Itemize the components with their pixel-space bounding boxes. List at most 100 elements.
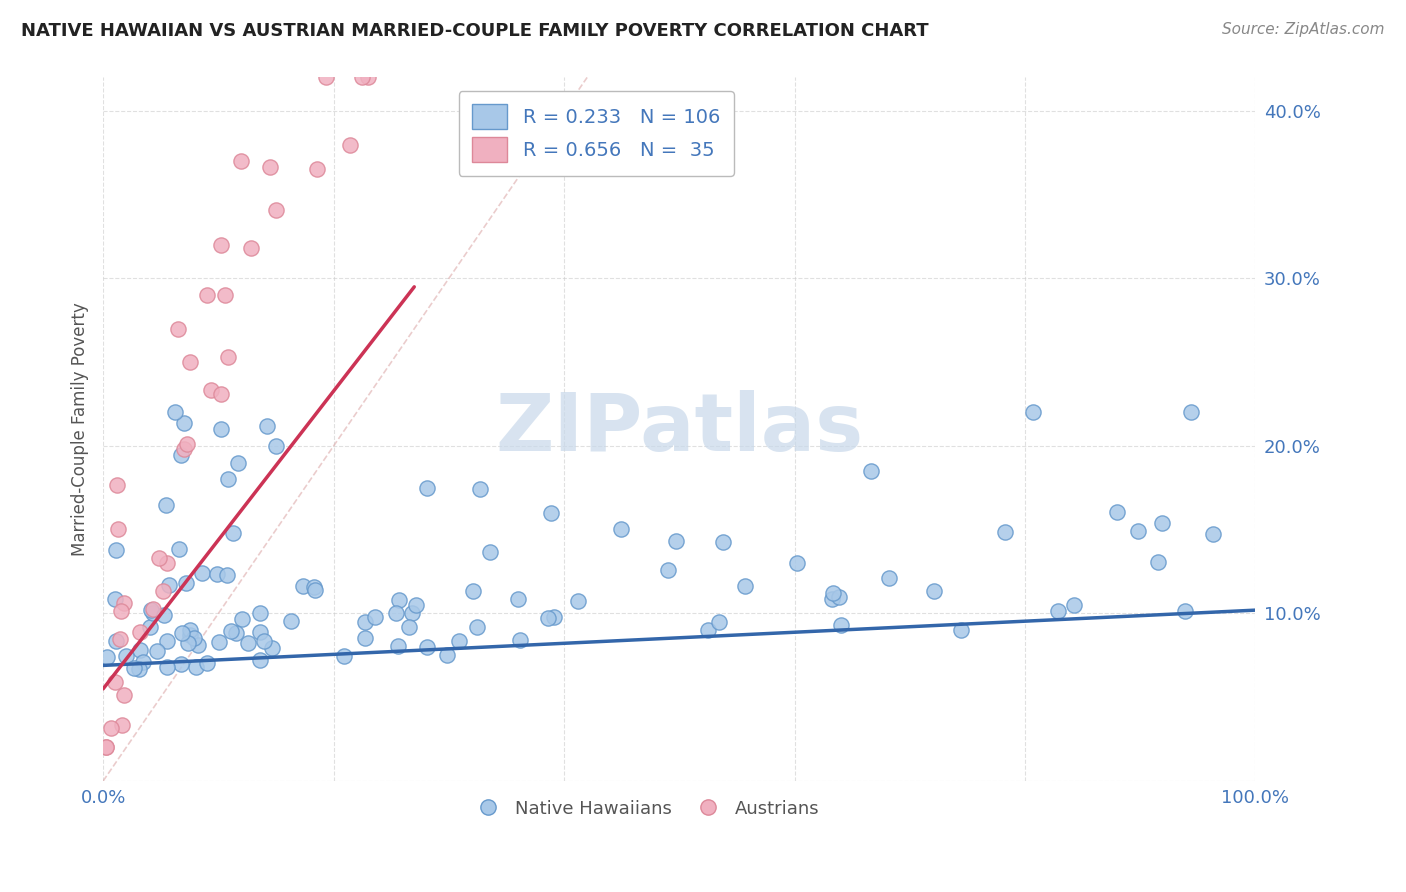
- Point: [1174, 605, 1197, 619]
- Point: [217, 473, 239, 487]
- Point: [508, 591, 530, 606]
- Point: [266, 439, 288, 453]
- Point: [111, 717, 134, 731]
- Point: [156, 634, 179, 648]
- Point: [152, 584, 174, 599]
- Point: [200, 383, 222, 397]
- Point: [291, 578, 314, 592]
- Point: [280, 614, 302, 628]
- Point: [107, 522, 129, 536]
- Point: [461, 583, 484, 598]
- Point: [264, 202, 287, 217]
- Point: [436, 648, 458, 662]
- Point: [537, 610, 560, 624]
- Point: [302, 580, 325, 594]
- Point: [170, 657, 193, 672]
- Point: [478, 545, 501, 559]
- Point: [183, 632, 205, 646]
- Point: [176, 437, 198, 451]
- Point: [401, 606, 423, 620]
- Point: [219, 624, 242, 639]
- Point: [179, 628, 201, 642]
- Point: [115, 649, 138, 664]
- Point: [711, 535, 734, 549]
- Point: [447, 633, 470, 648]
- Point: [352, 70, 374, 85]
- Point: [707, 615, 730, 629]
- Point: [155, 498, 177, 512]
- Point: [307, 161, 329, 176]
- Point: [217, 350, 239, 364]
- Point: [214, 287, 236, 301]
- Point: [1022, 405, 1045, 419]
- Text: ZIPatlas: ZIPatlas: [495, 390, 863, 468]
- Point: [112, 596, 135, 610]
- Point: [157, 578, 180, 592]
- Point: [174, 576, 197, 591]
- Point: [364, 610, 387, 624]
- Point: [179, 355, 201, 369]
- Point: [877, 571, 900, 585]
- Point: [173, 416, 195, 430]
- Point: [148, 551, 170, 566]
- Point: [124, 661, 146, 675]
- Point: [104, 674, 127, 689]
- Point: [153, 607, 176, 622]
- Point: [170, 448, 193, 462]
- Point: [465, 620, 488, 634]
- Point: [208, 634, 231, 648]
- Point: [315, 70, 337, 85]
- Point: [357, 70, 380, 85]
- Point: [138, 619, 160, 633]
- Point: [209, 422, 232, 436]
- Point: [128, 625, 150, 640]
- Point: [142, 606, 165, 620]
- Point: [139, 603, 162, 617]
- Point: [1150, 516, 1173, 530]
- Point: [388, 593, 411, 607]
- Point: [110, 604, 132, 618]
- Point: [132, 655, 155, 669]
- Point: [177, 635, 200, 649]
- Point: [163, 405, 186, 419]
- Point: [259, 160, 281, 174]
- Point: [186, 660, 208, 674]
- Point: [191, 566, 214, 580]
- Point: [922, 584, 945, 599]
- Legend: Native Hawaiians, Austrians: Native Hawaiians, Austrians: [463, 792, 827, 825]
- Point: [167, 322, 190, 336]
- Point: [240, 241, 263, 255]
- Point: [949, 624, 972, 638]
- Point: [1180, 405, 1202, 419]
- Point: [610, 522, 633, 536]
- Point: [173, 442, 195, 456]
- Point: [734, 579, 756, 593]
- Point: [195, 288, 218, 302]
- Point: [217, 567, 239, 582]
- Point: [830, 618, 852, 632]
- Point: [155, 557, 177, 571]
- Point: [187, 638, 209, 652]
- Point: [543, 610, 565, 624]
- Point: [387, 639, 409, 653]
- Point: [1107, 505, 1129, 519]
- Point: [304, 582, 326, 597]
- Point: [262, 641, 284, 656]
- Point: [142, 602, 165, 616]
- Point: [249, 625, 271, 640]
- Point: [96, 740, 118, 755]
- Point: [105, 543, 128, 558]
- Point: [100, 721, 122, 735]
- Point: [205, 566, 228, 581]
- Point: [509, 633, 531, 648]
- Point: [112, 688, 135, 702]
- Point: [156, 660, 179, 674]
- Point: [236, 635, 259, 649]
- Point: [354, 631, 377, 645]
- Point: [167, 542, 190, 557]
- Point: [470, 483, 492, 497]
- Text: NATIVE HAWAIIAN VS AUSTRIAN MARRIED-COUPLE FAMILY POVERTY CORRELATION CHART: NATIVE HAWAIIAN VS AUSTRIAN MARRIED-COUP…: [21, 22, 929, 40]
- Point: [696, 623, 718, 637]
- Point: [540, 506, 562, 520]
- Point: [416, 481, 439, 495]
